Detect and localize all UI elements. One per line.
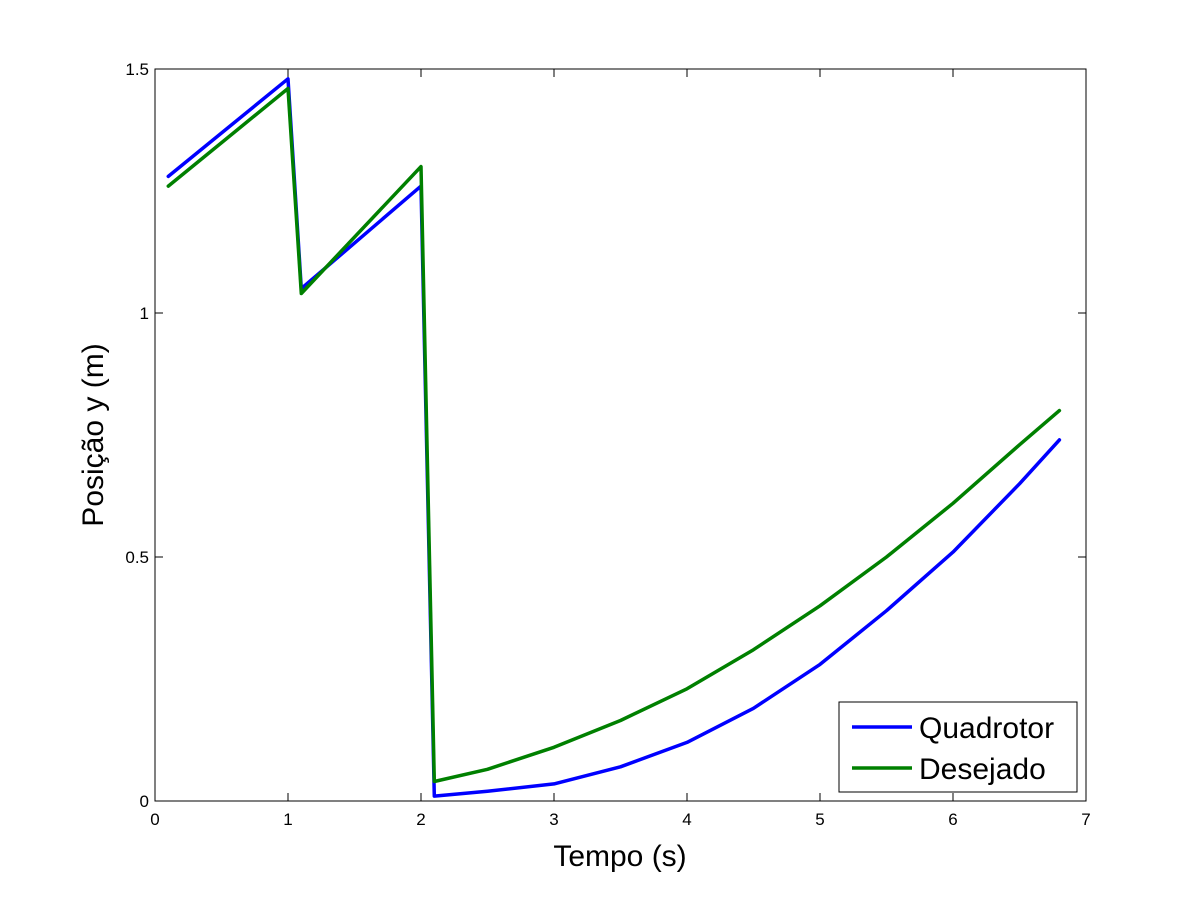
x-tick-label: 4 — [682, 810, 691, 829]
y-axis-label: Posição y (m) — [77, 343, 110, 526]
x-tick-label: 1 — [283, 810, 292, 829]
x-tick-label: 5 — [815, 810, 824, 829]
y-tick-label: 0.5 — [125, 548, 149, 567]
plot-area — [155, 69, 1086, 801]
series-layer — [166, 77, 1062, 798]
legend-label-desejado: Desejado — [919, 753, 1046, 786]
legend-box — [838, 701, 1078, 793]
series-line-desejado — [166, 86, 1062, 784]
y-tick-label: 0 — [140, 792, 149, 811]
x-tick-label: 3 — [549, 810, 558, 829]
x-tick-label: 0 — [150, 810, 159, 829]
y-tick-label: 1.5 — [125, 60, 149, 79]
x-tick-label: 2 — [416, 810, 425, 829]
legend-label-quadrotor: Quadrotor — [919, 712, 1054, 745]
legend: Quadrotor Desejado — [838, 701, 1078, 793]
x-tick-label: 6 — [948, 810, 957, 829]
plot-frame — [154, 68, 1087, 802]
series-line-quadrotor — [166, 77, 1062, 798]
y-tick-label: 1 — [140, 304, 149, 323]
x-axis-label: Tempo (s) — [553, 840, 686, 873]
x-tick-label: 7 — [1081, 810, 1090, 829]
